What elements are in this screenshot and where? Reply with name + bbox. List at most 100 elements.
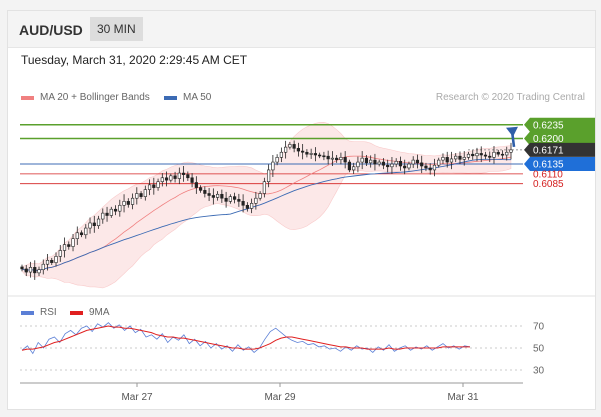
legend-ma20: MA 20 + Bollinger Bands <box>21 92 150 103</box>
candle-down <box>105 212 109 216</box>
legend-rsi-label: RSI <box>40 307 57 318</box>
x-axis-tick-label: Mar 29 <box>264 392 296 403</box>
candle-up <box>58 250 62 257</box>
candle-up <box>509 149 513 153</box>
candle-down <box>496 151 500 155</box>
level-label-resistance: 0.6235 <box>524 117 595 132</box>
candle-down <box>318 154 322 157</box>
candle-up <box>118 204 122 212</box>
rsi-9ma-line <box>21 325 470 351</box>
candle-down <box>67 244 71 247</box>
chart-datetime: Tuesday, March 31, 2020 2:29:45 AM CET <box>21 53 248 67</box>
candle-down <box>364 157 369 164</box>
candle-up <box>216 193 220 198</box>
candle-up <box>41 263 45 271</box>
candle-down <box>152 184 156 188</box>
candle-down <box>347 161 352 171</box>
level-label-last: 0.6171 <box>524 142 595 157</box>
candle-down <box>488 155 492 158</box>
level-label-text: 0.6200 <box>533 134 564 145</box>
candle-up <box>352 166 356 171</box>
candles <box>20 140 513 280</box>
candle-up <box>169 175 173 181</box>
candle-up <box>156 181 160 188</box>
level-label-support: 0.6110 <box>533 169 563 180</box>
candle-down <box>445 157 449 163</box>
research-credit: Research © 2020 Trading Central <box>435 92 585 103</box>
candle-down <box>139 193 143 197</box>
candle-up <box>432 164 437 171</box>
level-label-text: 0.6110 <box>533 169 563 180</box>
candle-up <box>330 157 335 160</box>
candle-down <box>500 153 505 156</box>
chart-frame: AUD/USD 30 MIN Tuesday, March 31, 2020 2… <box>7 10 596 410</box>
candle-down <box>126 201 130 205</box>
candle-down <box>415 159 420 164</box>
ma9-swatch <box>70 310 83 315</box>
candle-down <box>373 159 377 165</box>
candle-up <box>228 196 232 202</box>
candle-down <box>33 267 37 274</box>
candle-down <box>301 150 305 153</box>
candle-down <box>190 177 194 183</box>
ma20-swatch <box>21 95 34 100</box>
candle-down <box>173 175 177 179</box>
candle-down <box>386 164 390 168</box>
candle-down <box>224 197 228 202</box>
candle-down <box>292 144 296 149</box>
candle-down <box>207 193 211 196</box>
candle-up <box>267 169 271 183</box>
level-label-text: 0.6171 <box>533 145 564 156</box>
candle-up <box>462 157 466 160</box>
x-axis-tick-label: Mar 27 <box>121 392 153 403</box>
candle-up <box>45 259 50 265</box>
level-label-bg <box>524 142 595 157</box>
candle-up <box>88 222 92 229</box>
level-label-text: 0.6135 <box>533 160 564 171</box>
candle-down <box>237 199 241 202</box>
candle-down <box>164 177 169 181</box>
candle-down <box>211 195 215 198</box>
candle-up <box>28 267 33 273</box>
candle-up <box>262 181 266 194</box>
candle-up <box>437 159 441 166</box>
candle-down <box>398 160 403 167</box>
timeframe-badge[interactable]: 30 MIN <box>90 17 143 41</box>
candle-up <box>505 151 509 156</box>
candle-down <box>241 201 245 206</box>
candle-up <box>466 153 471 158</box>
rsi-line <box>21 322 471 355</box>
candle-up <box>407 163 411 169</box>
candle-down <box>296 148 300 152</box>
candle-up <box>284 146 288 153</box>
candle-down <box>458 155 462 160</box>
candle-down <box>428 167 432 171</box>
candle-up <box>271 161 275 171</box>
candle-up <box>109 208 113 216</box>
candle-up <box>475 153 479 157</box>
candle-down <box>181 172 186 175</box>
candle-up <box>356 161 360 168</box>
candle-up <box>492 151 496 158</box>
candle-down <box>322 155 326 158</box>
candle-down <box>92 222 96 227</box>
level-label-text: 0.6085 <box>533 179 564 190</box>
candle-up <box>37 269 41 274</box>
candle-down <box>313 153 318 156</box>
level-label-text: 0.6235 <box>533 120 564 131</box>
candle-up <box>288 144 292 148</box>
legend-rsi: RSI <box>21 307 57 318</box>
candle-up <box>449 158 454 163</box>
candle-up <box>62 244 67 251</box>
candle-down <box>20 266 24 270</box>
candle-up <box>411 159 415 165</box>
candle-down <box>198 187 203 191</box>
bollinger-band <box>21 121 512 289</box>
candle-down <box>326 155 330 160</box>
candle-up <box>360 157 364 163</box>
candle-up <box>254 197 258 204</box>
candle-up <box>130 197 135 205</box>
candle-down <box>113 208 118 212</box>
candle-up <box>250 203 254 209</box>
